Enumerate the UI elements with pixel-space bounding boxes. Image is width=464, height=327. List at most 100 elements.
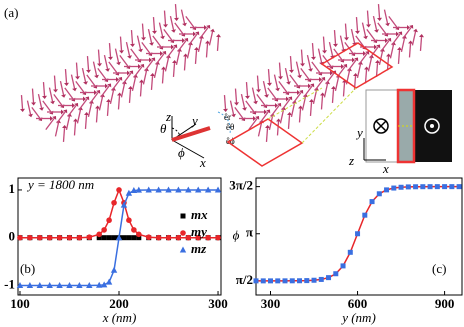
spin-head: [105, 83, 108, 89]
data-line: [19, 187, 219, 239]
marker: [111, 199, 117, 206]
spin-arrow: [361, 22, 367, 37]
marker: [175, 234, 182, 241]
spin-arrow: [64, 68, 68, 84]
marker: [275, 278, 281, 284]
marker: [420, 184, 426, 190]
y-tick-label: 3π/2: [229, 178, 253, 193]
spin-head: [149, 42, 154, 46]
spin-head: [138, 64, 141, 69]
spin-head: [127, 70, 130, 76]
marker: [136, 235, 142, 241]
x-tick-label: 300: [261, 296, 281, 311]
spin-arrow: [278, 62, 282, 77]
marker: [131, 227, 137, 233]
spin-head: [50, 116, 53, 121]
marker: [427, 184, 433, 190]
legend-label: mx: [191, 207, 208, 222]
spin-head: [286, 96, 289, 102]
spin-arrow: [245, 81, 249, 97]
region-box: [226, 118, 304, 167]
spin-arrow: [380, 40, 390, 52]
spin-arrow: [364, 69, 368, 84]
spin-arrow: [391, 33, 401, 46]
spin-head: [182, 22, 187, 27]
spin-head: [387, 37, 392, 42]
marker: [215, 234, 221, 241]
spin-head: [353, 73, 359, 77]
legend-label: my: [191, 224, 207, 239]
spin-head: [366, 24, 372, 28]
marker: [125, 189, 133, 196]
spin-head: [119, 50, 125, 54]
spin-arrow: [26, 100, 32, 115]
spin-head: [20, 108, 26, 112]
marker: [282, 278, 288, 284]
spin-head: [413, 28, 418, 33]
spin-arrow: [262, 81, 268, 95]
spin-arrow: [70, 74, 76, 89]
spin-arrow: [150, 75, 154, 91]
spin-arrow: [161, 69, 165, 84]
spin-head: [106, 99, 112, 103]
frame-label: êr: [224, 112, 231, 122]
marker: [175, 186, 182, 193]
spin-arrow: [267, 68, 271, 84]
spin-arrow: [295, 61, 301, 76]
spin-arrow: [287, 114, 291, 130]
marker: [96, 231, 102, 238]
spin-head: [419, 34, 425, 38]
marker: [214, 186, 222, 193]
spin-arrow: [216, 36, 220, 52]
spin-head: [74, 102, 79, 107]
spin-head: [84, 112, 90, 116]
spin-arrow: [408, 43, 412, 58]
spin-arrow: [53, 75, 57, 90]
spin-head: [171, 29, 176, 33]
spin-head: [96, 89, 101, 94]
spin-head: [396, 31, 399, 37]
spin-arrow: [356, 64, 362, 78]
spin-arrow: [128, 88, 132, 104]
x-axis-label: x (nm): [102, 310, 137, 325]
spin-head: [61, 94, 66, 98]
spin-head: [385, 22, 390, 27]
spin-arrow: [175, 51, 181, 65]
marker: [116, 187, 122, 193]
spin-arrow: [31, 107, 41, 119]
marker: [96, 235, 102, 241]
marker: [260, 278, 266, 284]
marker: [155, 234, 162, 241]
spin-arrow: [367, 57, 373, 72]
spin-head: [118, 76, 123, 81]
spin-arrow: [141, 23, 145, 38]
spin-arrow: [298, 108, 302, 123]
spin-arrow: [133, 66, 143, 78]
spin-head: [298, 105, 304, 109]
spin-head: [231, 113, 236, 118]
spin-arrow: [86, 55, 90, 71]
spin-arrow: [358, 53, 368, 65]
spin-head: [352, 57, 355, 63]
panel-label: (b): [20, 261, 35, 276]
marker: [120, 201, 128, 208]
spin-arrow: [185, 16, 195, 28]
spin-arrow: [309, 101, 313, 117]
spin-head: [320, 92, 326, 96]
marker: [105, 278, 113, 285]
spin-head: [193, 31, 196, 37]
spin-head: [377, 17, 383, 21]
spin-head: [83, 96, 86, 102]
spin-head: [85, 96, 90, 101]
frame-label: êθ: [226, 122, 234, 132]
spin-head: [341, 48, 346, 53]
spin-head: [354, 57, 359, 62]
spin-head: [160, 35, 165, 40]
spin-arrow: [234, 88, 238, 103]
marker: [56, 234, 63, 241]
spin-arrow: [265, 127, 269, 143]
spin-arrow: [339, 35, 345, 50]
spin-arrow: [312, 90, 318, 104]
marker: [46, 234, 53, 241]
legend-marker: [180, 230, 186, 236]
